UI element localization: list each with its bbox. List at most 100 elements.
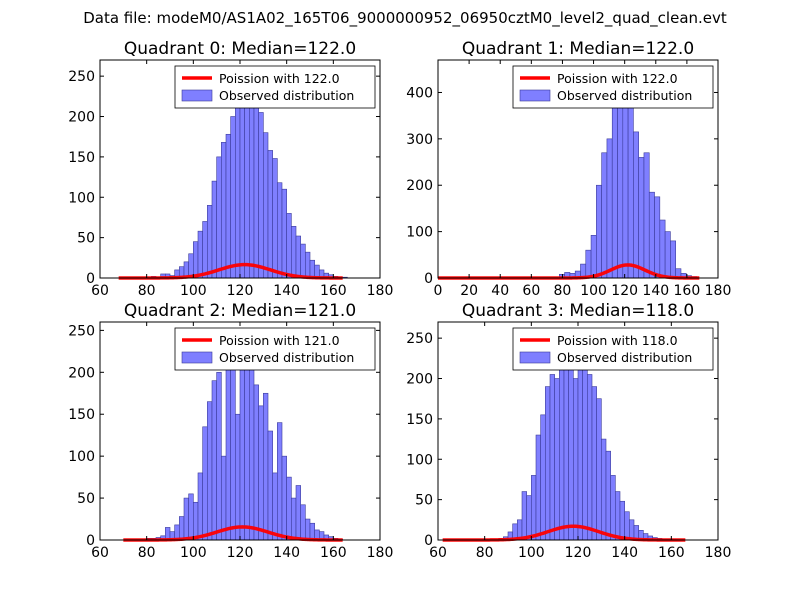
axes-frame [437, 59, 719, 279]
histogram-bar [610, 475, 616, 541]
histogram-bar [309, 522, 315, 541]
x-tick-label: 60 [429, 545, 447, 561]
x-tick-label: 40 [491, 283, 509, 299]
histogram-bar [197, 230, 203, 279]
histogram-bar [585, 249, 592, 279]
quadrant-1-chart: 0 20 40 60 80 100 120 140 160 1800100200300400Qua… [406, 39, 731, 299]
legend: Poission with 118.0 Observed distribution [512, 327, 714, 371]
histogram-bar [670, 240, 676, 279]
histogram-bar [295, 235, 301, 279]
histogram-bar [197, 472, 203, 541]
histogram-bar [267, 150, 273, 279]
y-tick-label: 100 [68, 449, 95, 465]
histogram-bar [207, 205, 213, 279]
y-tick-label: 250 [68, 323, 95, 339]
chart-title: Quadrant 0: Median=122.0 [124, 39, 356, 59]
histogram-bar [193, 501, 199, 541]
histogram-bar [535, 434, 541, 541]
legend-entry-curve: Poission with 122.0 [557, 71, 678, 86]
histogram-bar [615, 491, 621, 541]
y-tick-label: 50 [415, 493, 433, 509]
histogram-bar [605, 450, 611, 541]
x-tick-label: 140 [642, 283, 669, 299]
histogram-bar [659, 219, 666, 279]
histogram-bar [300, 504, 306, 541]
histogram-bar [633, 131, 639, 279]
histogram-bar [619, 500, 625, 541]
x-tick-label: 180 [705, 283, 732, 299]
legend-entry-curve: Poission with 122.0 [219, 71, 340, 86]
histogram-bar [531, 475, 537, 541]
histogram-bar [258, 112, 264, 279]
histogram-bar [291, 226, 297, 279]
histogram-bar [286, 476, 292, 541]
y-tick-label: 300 [406, 132, 433, 148]
histogram-bar [277, 422, 283, 541]
x-tick-label: 100 [580, 283, 607, 299]
histogram-bars [498, 337, 677, 541]
histogram-bar [216, 372, 222, 541]
x-tick-label: 60 [522, 283, 540, 299]
legend-entry-histogram: Observed distribution [219, 88, 354, 103]
y-tick-label: 100 [68, 190, 95, 206]
histogram-bar [601, 438, 607, 541]
histogram-bar [179, 516, 185, 541]
y-tick-label: 0 [424, 533, 433, 549]
histogram-bar [582, 341, 588, 541]
histogram-bar [601, 152, 608, 279]
histogram-bar [554, 378, 560, 541]
x-tick-label: 100 [518, 545, 545, 561]
histogram-bar [249, 367, 255, 541]
x-tick-label: 160 [320, 283, 347, 299]
figure-title: Data file: modeM0/AS1A02_165T06_90000009… [83, 9, 727, 28]
x-tick-label: 60 [91, 545, 109, 561]
histogram-bar [235, 87, 241, 279]
x-tick-label: 100 [180, 283, 207, 299]
histogram-bar [648, 191, 655, 279]
histogram-bar [596, 184, 602, 279]
histogram-bar [183, 497, 189, 541]
legend-entry-curve: Poission with 121.0 [219, 333, 340, 348]
y-tick-label: 0 [86, 533, 95, 549]
quadrant-3-chart: 60 80 100 120 140 160 180 0 50 100 150 200 250 Quadra… [406, 301, 731, 561]
x-tick-label: 120 [227, 283, 254, 299]
histogram-bar [622, 90, 629, 279]
y-tick-label: 100 [406, 225, 433, 241]
x-tick-label: 160 [658, 545, 685, 561]
histogram-bar [291, 497, 297, 541]
histogram-bar [526, 495, 532, 541]
histogram-bar [263, 392, 269, 541]
histogram-bar [216, 156, 222, 279]
histogram-bar [590, 235, 597, 279]
histogram-bar [629, 519, 635, 541]
histogram-bar [235, 413, 241, 541]
histogram-bar [225, 133, 231, 279]
y-tick-label: 50 [77, 231, 95, 247]
histogram-bar [202, 221, 208, 279]
histogram-bar [627, 96, 634, 279]
y-tick-label: 0 [424, 271, 433, 287]
histogram-bar [573, 378, 579, 541]
histogram-bar [577, 345, 583, 541]
legend-bar-swatch [181, 89, 213, 102]
histogram-bar [272, 158, 278, 279]
x-tick-label: 180 [705, 545, 732, 561]
histogram-bar [249, 96, 255, 279]
y-tick-label: 200 [68, 110, 95, 126]
x-tick-label: 0 [434, 283, 443, 299]
legend: Poission with 121.0 Observed distribution [174, 327, 376, 371]
x-tick-label: 180 [367, 545, 394, 561]
histogram-bar [638, 157, 645, 279]
y-tick-label: 400 [406, 85, 433, 101]
histogram-bar [221, 455, 227, 541]
histogram-bar [540, 414, 546, 541]
x-tick-label: 80 [138, 283, 156, 299]
histogram-bar [244, 346, 250, 541]
x-tick-label: 120 [611, 283, 638, 299]
histogram-bar [545, 386, 551, 541]
histogram-bar [664, 231, 671, 279]
legend-bar-swatch [519, 89, 551, 102]
histogram-bar [549, 374, 555, 541]
legend-entry-histogram: Observed distribution [557, 350, 692, 365]
